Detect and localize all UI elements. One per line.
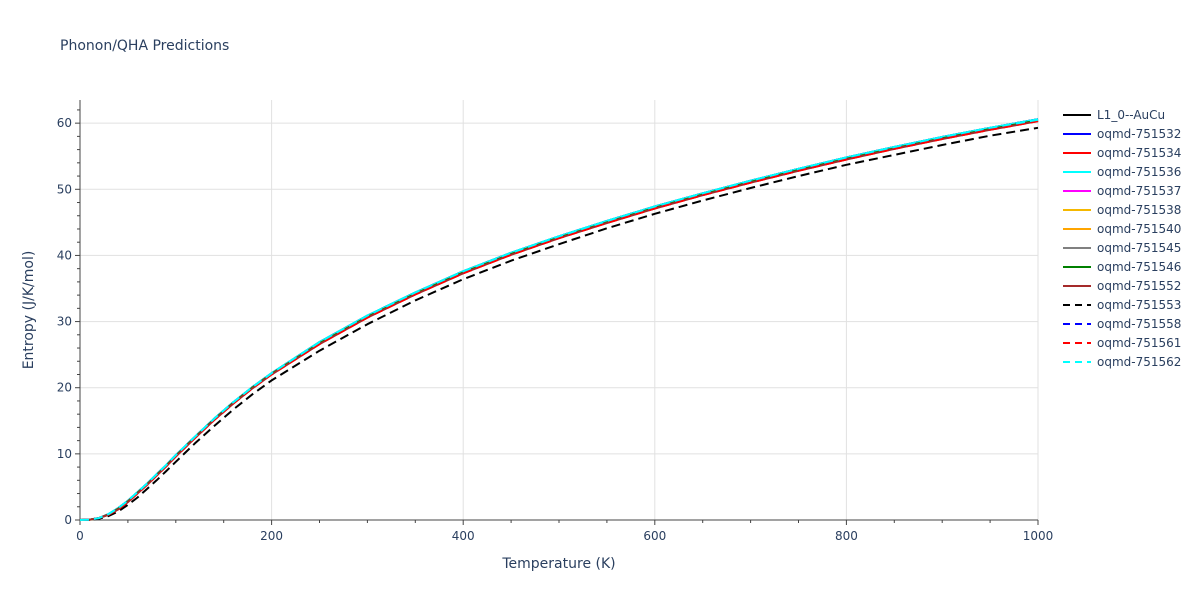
- series-line-oqmd-751532: [79, 118, 1039, 521]
- legend-item[interactable]: oqmd-751534: [1063, 146, 1181, 160]
- legend-label: oqmd-751536: [1097, 165, 1181, 179]
- chart-title: Phonon/QHA Predictions: [60, 38, 229, 54]
- grid: [80, 100, 1039, 520]
- legend-item[interactable]: oqmd-751546: [1063, 260, 1181, 274]
- y-tick-label: 20: [57, 381, 72, 395]
- legend-item[interactable]: oqmd-751532: [1063, 127, 1181, 141]
- series-line-oqmd-751546: [79, 119, 1039, 521]
- legend-label: oqmd-751538: [1097, 203, 1181, 217]
- legend-item[interactable]: oqmd-751536: [1063, 165, 1181, 179]
- series-line-oqmd-751545: [79, 119, 1039, 521]
- legend-item[interactable]: oqmd-751540: [1063, 222, 1181, 236]
- legend-item[interactable]: oqmd-751545: [1063, 241, 1181, 255]
- legend-item[interactable]: L1_0--AuCu: [1063, 108, 1165, 122]
- x-tick-label: 1000: [1023, 529, 1054, 543]
- x-tick-label: 800: [835, 529, 858, 543]
- legend-item[interactable]: oqmd-751538: [1063, 203, 1181, 217]
- series-line-oqmd-751536: [79, 118, 1039, 521]
- series-line-oqmd-751552: [79, 120, 1039, 521]
- y-axis-title: Entropy (J/K/mol): [21, 251, 37, 370]
- y-tick-label: 50: [57, 182, 72, 196]
- legend: L1_0--AuCu oqmd-751532 oqmd-751534 oqmd-751…: [1063, 108, 1181, 369]
- legend-label: oqmd-751553: [1097, 298, 1181, 312]
- series-line-oqmd-751538: [79, 119, 1039, 521]
- legend-item[interactable]: oqmd-751561: [1063, 336, 1181, 350]
- x-tick-label: 200: [260, 529, 283, 543]
- legend-label: oqmd-751558: [1097, 317, 1181, 331]
- series-line-oqmd-751540: [79, 119, 1039, 521]
- legend-item[interactable]: oqmd-751558: [1063, 317, 1181, 331]
- series-line-oqmd-751562: [79, 118, 1039, 521]
- legend-label: oqmd-751534: [1097, 146, 1181, 160]
- legend-label: oqmd-751552: [1097, 279, 1181, 293]
- x-tick-label: 0: [76, 529, 84, 543]
- legend-label: oqmd-751545: [1097, 241, 1181, 255]
- series-line-oqmd-751537: [79, 119, 1039, 521]
- y-tick-label: 10: [57, 447, 72, 461]
- series-line-oqmd-751553: [79, 126, 1039, 521]
- axes: [75, 100, 1039, 525]
- series-line-oqmd-751561: [79, 120, 1039, 521]
- y-tick-label: 30: [57, 315, 72, 329]
- legend-label: oqmd-751532: [1097, 127, 1181, 141]
- series-line-oqmd-751558: [79, 119, 1039, 521]
- y-tick-label: 60: [57, 116, 72, 130]
- legend-label: L1_0--AuCu: [1097, 108, 1165, 122]
- legend-item[interactable]: oqmd-751562: [1063, 355, 1181, 369]
- x-tick-label: 600: [643, 529, 666, 543]
- x-axis-title: Temperature (K): [501, 556, 615, 572]
- plot-area: [79, 118, 1039, 521]
- legend-item[interactable]: oqmd-751552: [1063, 279, 1181, 293]
- legend-label: oqmd-751537: [1097, 184, 1181, 198]
- series-line-l1-0-aucu: [79, 118, 1039, 521]
- x-tick-label: 400: [452, 529, 475, 543]
- y-tick-label: 0: [64, 513, 72, 527]
- legend-label: oqmd-751562: [1097, 355, 1181, 369]
- series-line-oqmd-751534: [79, 119, 1039, 521]
- y-tick-label: 40: [57, 248, 72, 262]
- tick-labels: 0 200 400 600 800 1000 0 10 20 30 40 50 60: [57, 116, 1054, 543]
- legend-label: oqmd-751546: [1097, 260, 1181, 274]
- legend-label: oqmd-751561: [1097, 336, 1181, 350]
- legend-item[interactable]: oqmd-751553: [1063, 298, 1181, 312]
- legend-item[interactable]: oqmd-751537: [1063, 184, 1181, 198]
- legend-label: oqmd-751540: [1097, 222, 1181, 236]
